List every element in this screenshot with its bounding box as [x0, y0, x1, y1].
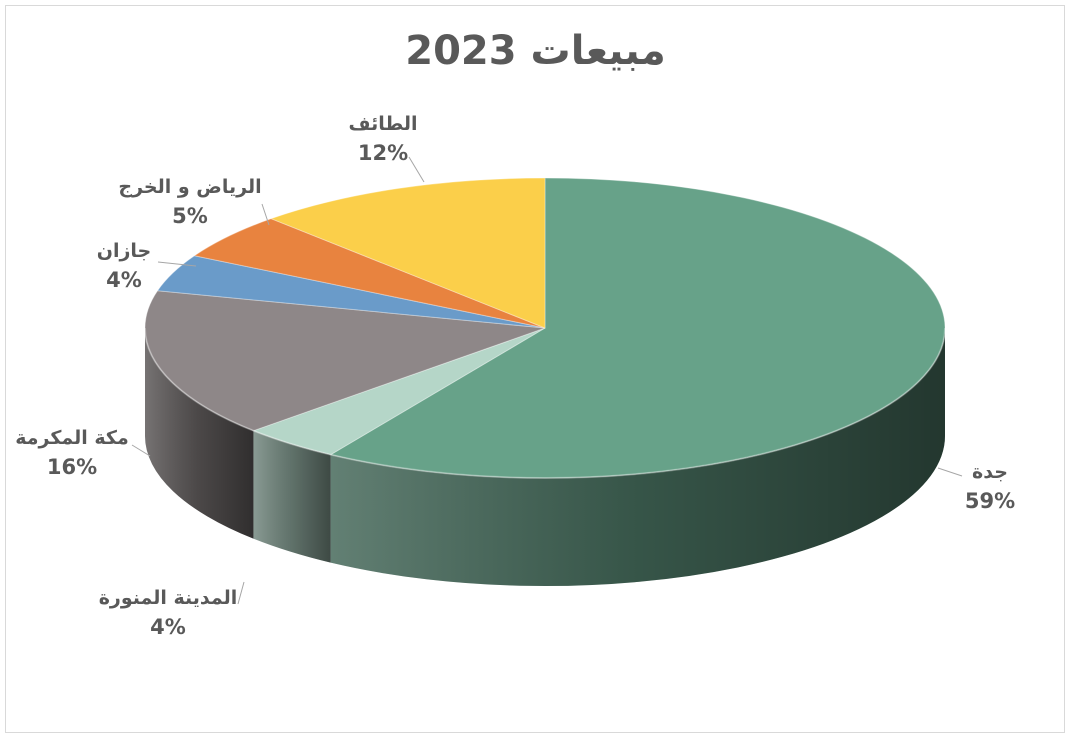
leader-line-1	[237, 581, 245, 605]
slice-side-shade-1	[253, 430, 331, 563]
slice-label-3: جازان	[97, 240, 152, 262]
slice-side-shade-0	[330, 328, 945, 586]
slice-4[interactable]	[193, 218, 546, 329]
leader-line-0	[937, 467, 963, 477]
slice-side-shade-2	[145, 328, 254, 539]
leader-line-4	[261, 203, 270, 226]
leader-line-3	[157, 261, 197, 267]
slice-percent-2: 16%	[47, 455, 97, 479]
slice-label-2: مكة المكرمة	[15, 427, 129, 449]
pie-rim	[144, 327, 946, 479]
slice-percent-0: 59%	[965, 489, 1015, 513]
chart-title: مبيعات 2023	[405, 28, 666, 74]
slice-0[interactable]	[329, 177, 946, 479]
slice-percent-1: 4%	[150, 615, 186, 639]
slice-percent-5: 12%	[358, 141, 408, 165]
leader-line-2	[131, 444, 151, 457]
slice-percent-3: 4%	[106, 268, 142, 292]
slice-2[interactable]	[144, 290, 546, 432]
slice-label-5: الطائف	[348, 113, 417, 135]
slice-percent-4: 5%	[172, 204, 208, 228]
slice-1[interactable]	[251, 327, 546, 456]
slice-label-4: الرياض و الخرج	[118, 176, 261, 198]
slice-label-0: جدة	[972, 461, 1008, 483]
slice-label-1: المدينة المنورة	[99, 587, 238, 609]
slice-3[interactable]	[156, 255, 546, 329]
leader-line-5	[408, 156, 425, 183]
slice-5[interactable]	[269, 177, 546, 329]
